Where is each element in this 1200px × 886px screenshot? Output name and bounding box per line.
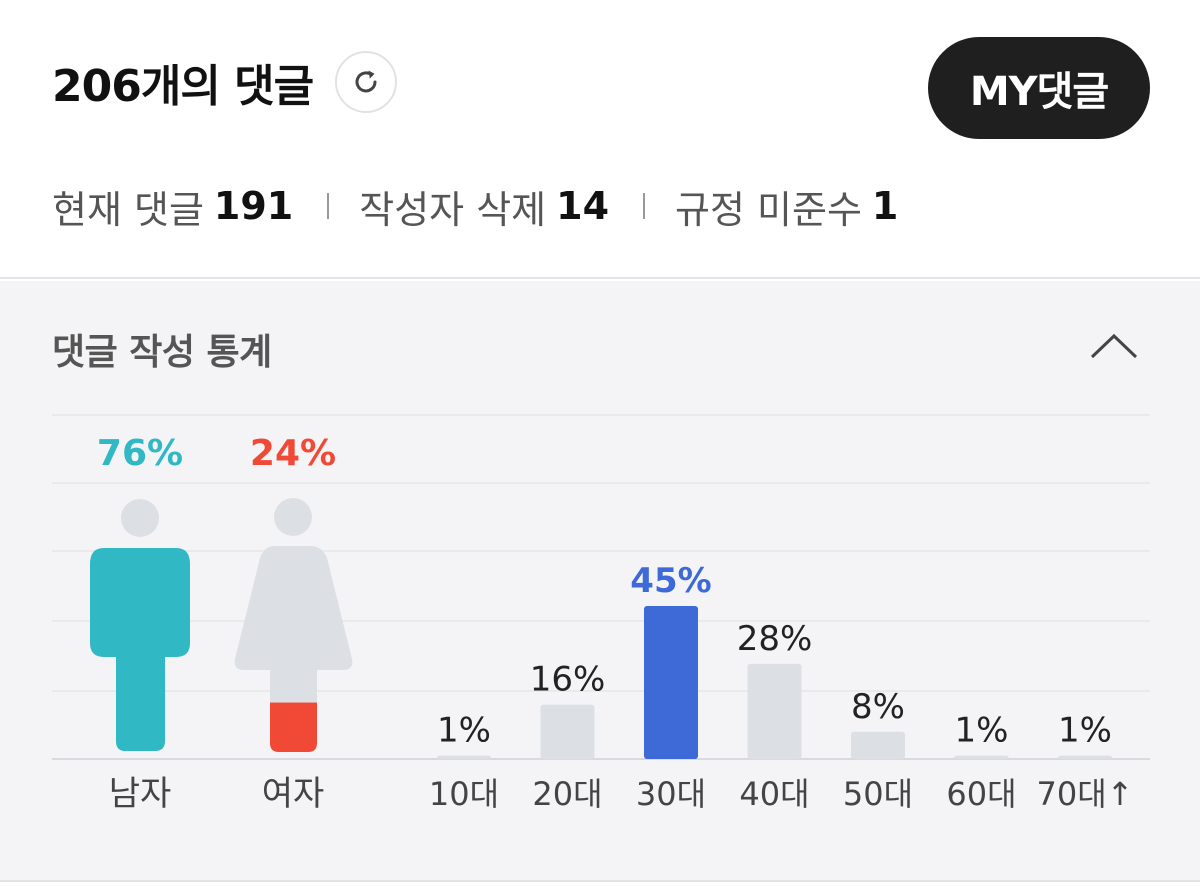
age-category-label: 50대 — [843, 775, 913, 813]
age-bar-value-label: 1% — [1058, 711, 1112, 751]
age-category-label: 30대 — [636, 775, 706, 813]
my-comments-button[interactable]: MY댓글 — [928, 37, 1150, 139]
current-comments-label: 현재 댓글 — [52, 187, 204, 232]
policy-violation-value: 1 — [871, 184, 899, 228]
comment-stats-panel: 댓글 작성 통계 76% 24% 남자 여자 1% 10대 16% 20대 45% 30대 — [0, 281, 1200, 886]
age-bar-value-label: 16% — [530, 660, 606, 700]
stats-title: 댓글 작성 통계 — [52, 332, 272, 373]
divider — [327, 193, 330, 219]
age-category-label: 40대 — [739, 775, 809, 813]
refresh-icon — [355, 70, 377, 93]
age-bar-value-label: 1% — [955, 711, 1009, 751]
age-bar-value-label: 1% — [437, 711, 491, 751]
age-category-label: 10대 — [429, 775, 499, 813]
age-bar-value-label: 8% — [851, 687, 905, 727]
age-bar-5 — [851, 731, 905, 759]
current-comments-value: 191 — [213, 184, 294, 228]
section-divider — [0, 880, 1200, 886]
comment-count-title: 206개의 댓글 — [52, 61, 314, 112]
author-deleted-value: 14 — [556, 184, 610, 228]
title-row: 206개의 댓글 — [52, 40, 398, 124]
male-percentage-label: 76% — [97, 433, 183, 474]
age-bar-value-label: 45% — [630, 561, 711, 601]
policy-violation-label: 규정 미준수 — [675, 187, 862, 232]
comment-stats-chart: 76% 24% 남자 여자 1% 10대 16% 20대 45% 30대 28% 40대 8% 5… — [52, 414, 1150, 814]
divider — [643, 193, 646, 219]
refresh-button[interactable] — [335, 51, 398, 113]
age-bar-2 — [540, 704, 595, 759]
age-bar-1 — [437, 755, 491, 759]
chevron-up-icon — [1090, 333, 1138, 359]
male-figure-icon — [90, 499, 190, 751]
female-percentage-label: 24% — [250, 433, 336, 474]
author-deleted-label: 작성자 삭제 — [359, 187, 547, 232]
age-category-label: 60대 — [946, 775, 1016, 813]
male-label: 남자 — [109, 774, 172, 814]
age-bar-6 — [954, 755, 1009, 759]
age-bar-value-label: 28% — [737, 619, 813, 659]
age-bar-3 — [644, 606, 698, 759]
age-bar-4 — [747, 663, 802, 759]
female-label: 여자 — [262, 774, 325, 814]
collapse-button[interactable] — [1086, 327, 1142, 367]
age-category-label: 20대 — [532, 775, 602, 813]
female-figure-icon — [234, 498, 353, 752]
comment-counts: 현재 댓글 191 작성자 삭제 14 규정 미준수 1 — [52, 176, 898, 236]
age-bar-7 — [1058, 755, 1112, 759]
age-category-label: 70대↑ — [1037, 775, 1134, 813]
comment-header-section: 206개의 댓글 MY댓글 현재 댓글 191 작성자 삭제 14 규정 미준수… — [0, 0, 1200, 279]
